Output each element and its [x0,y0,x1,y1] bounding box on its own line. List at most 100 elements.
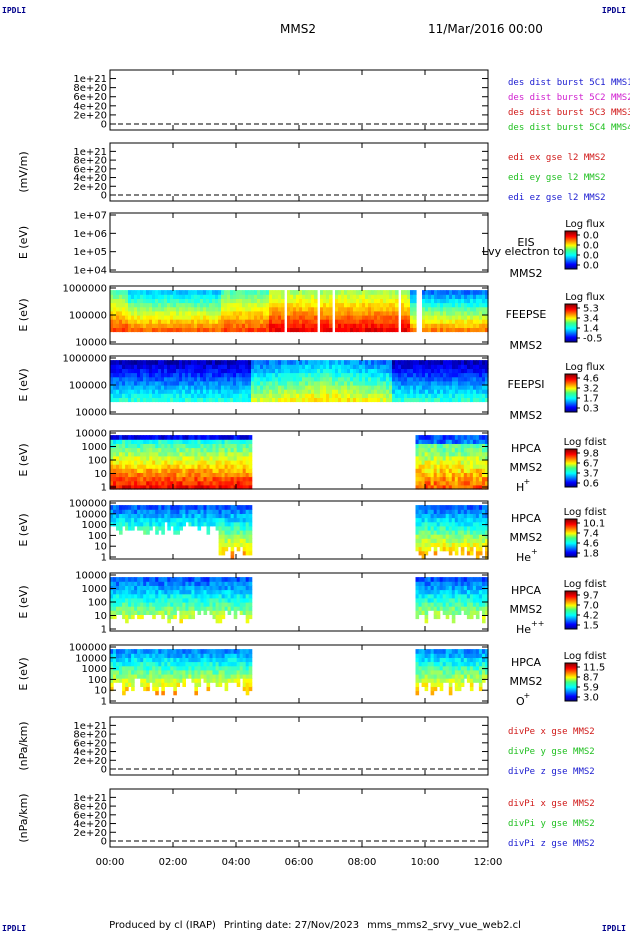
heatmap-cell [167,602,171,607]
heatmap-cell [209,610,214,615]
heatmap-cell [332,389,336,394]
heatmap-cell [296,389,300,394]
heatmap-cell [227,290,231,295]
heatmap-cell [260,315,264,320]
heatmap-cell [143,602,147,607]
heatmap-cell [359,393,363,398]
heatmap-cell [236,460,241,465]
heatmap-cell [188,513,192,519]
heatmap-cell [418,513,423,519]
heatmap-cell [422,389,426,394]
instrument-label: HPCA [511,442,542,455]
heatmap-cell [167,290,171,295]
heatmap-cell [251,368,255,374]
heatmap-cell [251,306,255,312]
heatmap-cell [176,451,180,457]
heatmap-cell [469,589,474,595]
heatmap-cell [218,517,223,523]
heatmap-cell [293,372,297,378]
heatmap-cell [251,385,255,390]
heatmap-cell [197,472,202,478]
heatmap-cell [215,455,220,461]
heatmap-cell [478,577,483,582]
heatmap-cell [460,585,465,591]
heatmap-cell [161,476,165,482]
heatmap-cell [233,464,238,469]
heatmap-cell [128,517,132,523]
heatmap-cell [215,360,219,365]
heatmap-cell [430,602,435,607]
heatmap-cell [374,389,378,394]
heatmap-cell [460,439,465,444]
heatmap-cell [466,468,471,473]
heatmap-cell [149,298,153,304]
heatmap-cell [149,310,153,316]
heatmap-cell [428,393,432,398]
heatmap-cell [260,290,264,295]
heatmap-cell [116,589,120,595]
heatmap-cell [197,606,202,611]
heatmap-cell [206,577,211,582]
heatmap-cell [161,577,165,582]
heatmap-cell [173,464,177,469]
heatmap-cell [485,389,489,394]
heatmap-cell [457,455,462,461]
heatmap-cell [427,480,432,486]
heatmap-cell [209,577,214,582]
heatmap-cell [470,389,474,394]
heatmap-cell [242,451,247,457]
heatmap-cell [110,451,114,457]
colorbar-tick-label: 4.6 [583,374,599,385]
heatmap-cell [314,389,318,394]
heatmap-cell [455,298,459,304]
heatmap-cell [161,306,165,312]
heatmap-cell [437,290,441,295]
heatmap-cell [365,393,369,398]
heatmap-cell [478,443,483,449]
heatmap-cell [470,372,474,378]
heatmap-cell [239,368,243,374]
heatmap-cell [224,530,229,535]
heatmap-cell [338,310,342,316]
species-label: H [516,481,524,494]
heatmap-cell [422,323,426,328]
heatmap-cell [290,380,294,386]
heatmap-cell [215,480,220,486]
heatmap-cell [218,521,223,527]
heatmap-cell [430,534,435,539]
heatmap-cell [131,364,135,369]
heatmap-cell [398,385,402,390]
heatmap-cell [116,451,120,457]
heatmap-cell [380,323,384,328]
heatmap-cell [230,476,235,482]
y-tick-label: 8e+20 [73,83,107,94]
heatmap-cell [149,451,153,457]
heatmap-cell [482,525,486,531]
heatmap-cell [125,455,129,461]
heatmap-cell [191,290,195,295]
heatmap-cell [433,577,438,582]
heatmap-cell [149,447,153,453]
heatmap-cell [134,505,138,510]
heatmap-cell [233,298,237,304]
heatmap-cell [446,397,450,403]
heatmap-cell [116,443,120,449]
heatmap-cell [467,393,471,398]
heatmap-cell [215,525,220,531]
heatmap-cell [164,306,168,312]
heatmap-cell [302,385,306,390]
heatmap-cell [356,306,360,312]
heatmap-cell [164,480,168,486]
heatmap-cell [224,439,229,444]
heatmap-cell [191,360,195,365]
heatmap-cell [152,451,156,457]
heatmap-cell [245,397,249,403]
heatmap-cell [215,589,220,595]
heatmap-cell [457,464,462,469]
heatmap-cell [431,306,435,312]
heatmap-cell [158,393,162,398]
heatmap-cell [308,368,312,374]
heatmap-cell [179,464,183,469]
colorbar-eis [564,230,578,270]
heatmap-cell [479,306,483,312]
